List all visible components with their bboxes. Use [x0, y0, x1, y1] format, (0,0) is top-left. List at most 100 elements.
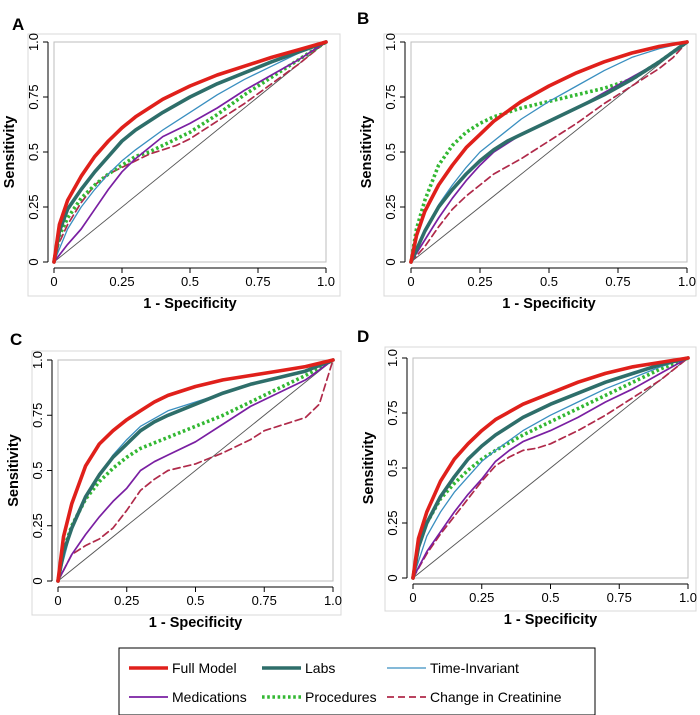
y-axis-title: Sensitivity — [359, 116, 375, 189]
y-tick-label: 0.25 — [385, 510, 400, 535]
roc-curve-full-model — [409, 40, 689, 264]
roc-curve-medications — [57, 359, 334, 582]
panel-frame — [27, 33, 341, 297]
x-tick-label: 0.25 — [109, 274, 134, 289]
roc-curve-full-model — [56, 358, 335, 583]
x-tick-label: 1.0 — [324, 593, 342, 608]
x-tick-label: 0 — [50, 274, 57, 289]
panel-label: B — [357, 9, 369, 28]
roc-curve-labs — [56, 358, 335, 583]
plot-area — [53, 41, 327, 263]
legend-label: Labs — [305, 660, 335, 676]
x-axis-title: 1 - Specificity — [504, 612, 597, 628]
roc-curve-change-in-creatinine — [412, 357, 689, 579]
y-tick-label: 0.75 — [26, 84, 41, 109]
y-tick-label: 0.25 — [26, 194, 41, 219]
x-axis-title: 1 - Specificity — [502, 296, 595, 312]
y-axis-title: Sensitivity — [2, 116, 18, 189]
panel-label: D — [357, 327, 369, 346]
roc-curve-full-model — [52, 40, 328, 264]
panel-frame — [383, 33, 697, 297]
y-tick-label: 1.0 — [383, 33, 398, 51]
x-tick-label: 0.5 — [186, 593, 204, 608]
y-tick-label: 0.75 — [385, 400, 400, 425]
legend-label: Time-Invariant — [430, 660, 519, 676]
roc-panel-c: C 0 0.25 0.5 0.75 1.0 0 0.25 0.5 0.75 1.0 1 - Speci… — [6, 330, 342, 631]
roc-curve-change-in-creatinine — [410, 41, 688, 263]
roc-curve-time-invariant — [53, 41, 327, 263]
roc-curve-medications — [53, 41, 327, 263]
legend-item-time-invariant: Time-Invariant — [387, 660, 519, 676]
roc-curve-labs — [409, 40, 689, 264]
y-tick-label: 0.75 — [383, 84, 398, 109]
y-tick-label: 0.5 — [385, 459, 400, 477]
plot-area — [57, 359, 334, 582]
legend-label: Procedures — [305, 689, 377, 705]
x-tick-label: 0.75 — [252, 593, 277, 608]
x-axis-title: 1 - Specificity — [149, 615, 242, 631]
roc-curve-time-invariant — [412, 357, 689, 579]
y-tick-label: 0.25 — [30, 513, 45, 538]
x-tick-label: 0.25 — [114, 593, 139, 608]
y-tick-label: 0.25 — [383, 194, 398, 219]
legend-label: Full Model — [172, 660, 237, 676]
x-tick-label: 0.5 — [541, 590, 559, 605]
roc-panel-a: A 0 0.25 0.5 0.75 1.0 0 0.25 0.5 0.75 1.0 1 - Speci… — [2, 15, 341, 312]
plot-area — [410, 41, 688, 263]
reference-diagonal — [57, 359, 334, 582]
y-tick-label: 0 — [30, 577, 45, 584]
x-tick-label: 0.75 — [607, 590, 632, 605]
roc-curve-change-in-creatinine — [57, 359, 334, 582]
y-tick-label: 0.5 — [30, 461, 45, 479]
x-tick-label: 0.25 — [469, 590, 494, 605]
y-tick-label: 1.0 — [26, 33, 41, 51]
roc-panel-d: D 0 0.25 0.5 0.75 1.0 0 0.25 0.5 0.75 1.0 1 - Speci… — [357, 327, 697, 628]
x-tick-label: 0.75 — [605, 274, 630, 289]
y-tick-label: 0 — [26, 258, 41, 265]
y-axis-title: Sensitivity — [361, 432, 377, 505]
x-tick-label: 0 — [407, 274, 414, 289]
y-tick-label: 1.0 — [30, 351, 45, 369]
legend-item-change-in-creatinine: Change in Creatinine — [387, 689, 562, 705]
legend-item-procedures: Procedures — [262, 689, 377, 705]
y-tick-label: 0.5 — [26, 143, 41, 161]
legend-box — [118, 647, 596, 715]
y-axis-title: Sensitivity — [6, 434, 22, 507]
x-axis-title: 1 - Specificity — [143, 296, 236, 312]
y-tick-label: 0 — [383, 258, 398, 265]
roc-curve-procedures — [56, 358, 334, 582]
reference-diagonal — [412, 357, 689, 579]
x-tick-label: 0.5 — [181, 274, 199, 289]
y-tick-label: 0 — [385, 574, 400, 581]
panel-label: C — [10, 330, 22, 349]
panel-label: A — [12, 15, 24, 34]
panel-frame — [384, 346, 697, 612]
x-tick-label: 1.0 — [678, 274, 696, 289]
roc-curve-medications — [412, 357, 689, 579]
panel-frame — [31, 350, 342, 616]
x-tick-label: 0 — [54, 593, 61, 608]
roc-curve-medications — [410, 41, 688, 263]
y-tick-label: 1.0 — [385, 349, 400, 367]
roc-curve-procedures — [52, 40, 327, 263]
roc-curve-change-in-creatinine — [53, 41, 327, 263]
legend-item-medications: Medications — [129, 689, 247, 705]
roc-panel-b: B 0 0.25 0.5 0.75 1.0 0 0.25 0.5 0.75 1.0 1 - Speci… — [357, 9, 697, 312]
x-tick-label: 1.0 — [317, 274, 335, 289]
reference-diagonal — [410, 41, 688, 263]
roc-curve-labs — [411, 356, 690, 580]
roc-curve-full-model — [411, 356, 690, 580]
x-tick-label: 0.5 — [540, 274, 558, 289]
x-tick-label: 0.75 — [245, 274, 270, 289]
legend-item-labs: Labs — [262, 660, 335, 676]
legend-label: Change in Creatinine — [430, 689, 562, 705]
plot-area — [412, 357, 689, 579]
reference-diagonal — [53, 41, 327, 263]
legend: Full Model Labs Time-Invariant Medications P… — [118, 647, 596, 715]
x-tick-label: 1.0 — [679, 590, 697, 605]
y-tick-label: 0.75 — [30, 403, 45, 428]
x-tick-label: 0 — [409, 590, 416, 605]
x-tick-label: 0.25 — [467, 274, 492, 289]
y-tick-label: 0.5 — [383, 143, 398, 161]
